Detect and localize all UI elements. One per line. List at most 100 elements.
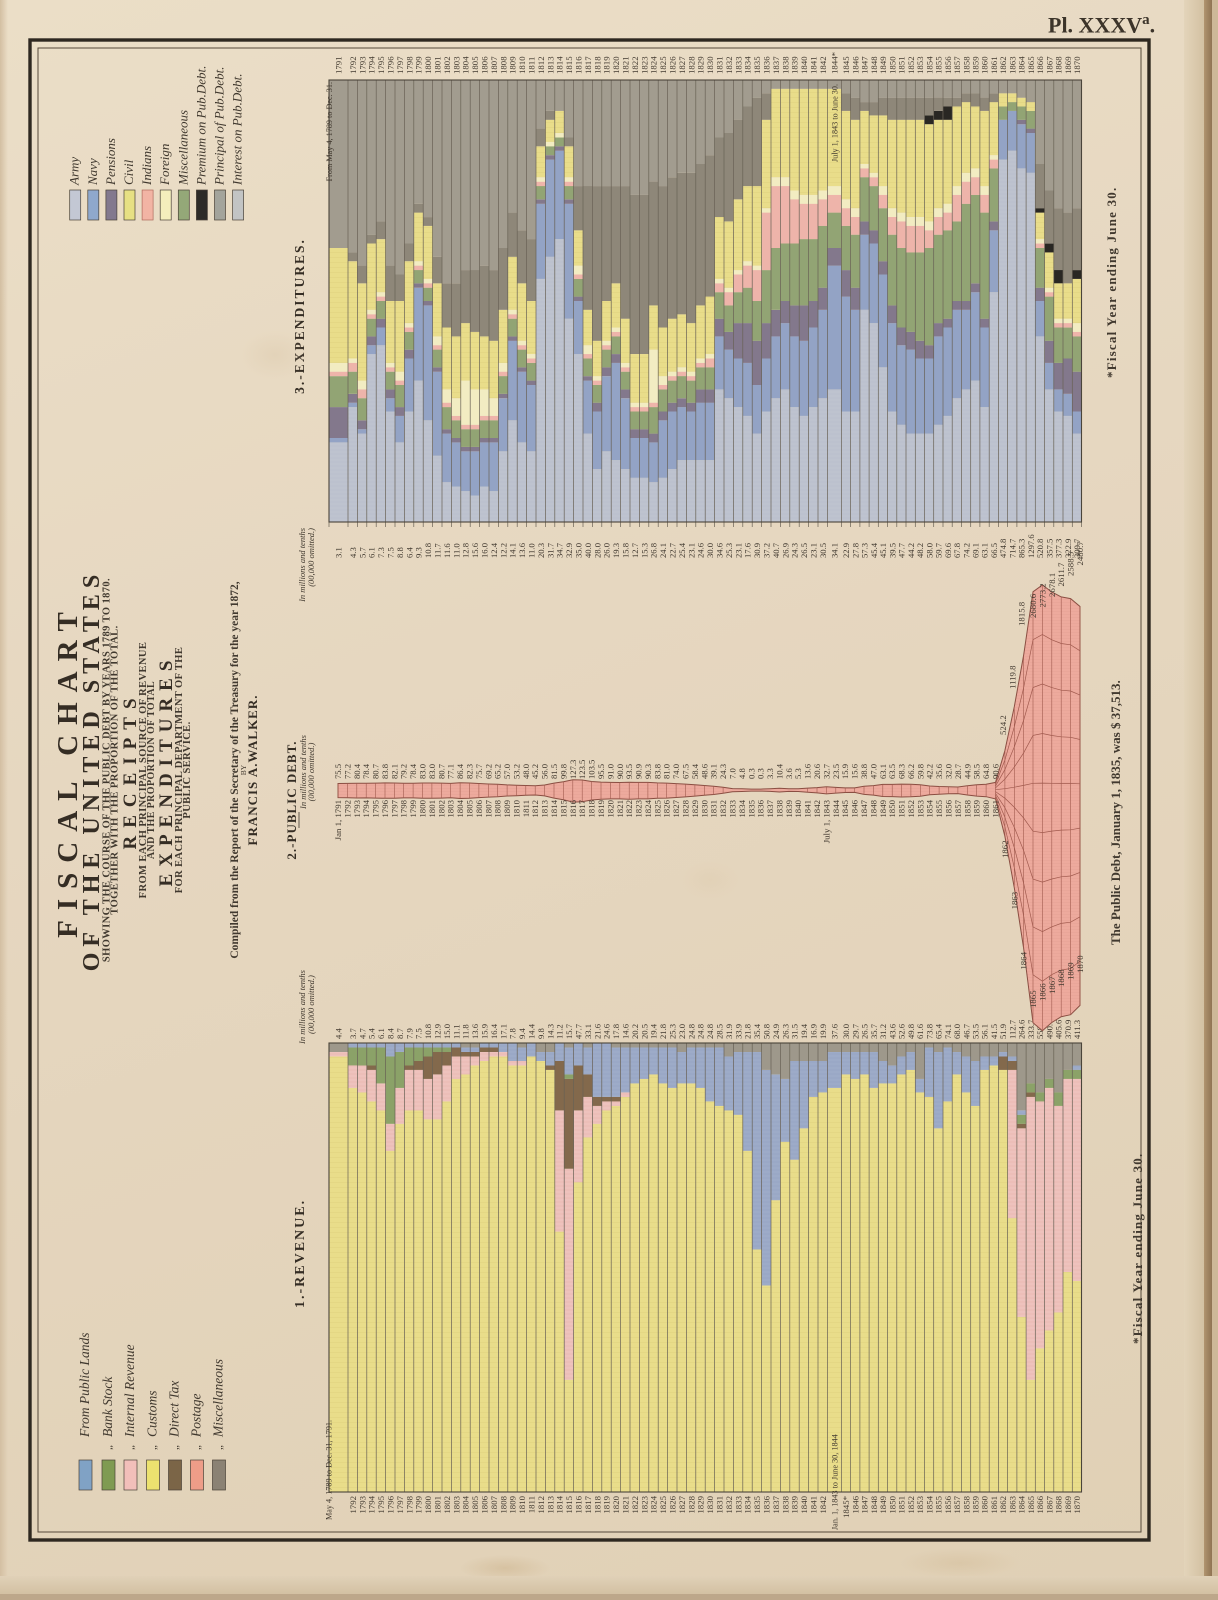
svg-text:1815: 1815 [564,56,574,74]
svg-text:1860: 1860 [981,799,991,817]
svg-text:65.2: 65.2 [493,764,503,779]
svg-text:1851: 1851 [897,56,907,74]
svg-text:1806: 1806 [474,799,484,817]
svg-text:1817: 1817 [583,1495,593,1513]
svg-text:21.6: 21.6 [592,1023,602,1039]
svg-text:1849: 1849 [878,1495,888,1513]
svg-text:1819: 1819 [602,56,612,74]
svg-text:83.0: 83.0 [427,764,437,779]
svg-text:1818: 1818 [592,56,602,74]
svg-text:1863: 1863 [1007,1495,1017,1513]
svg-text:1861: 1861 [991,800,1001,818]
svg-text:Compiled from the Report of th: Compiled from the Report of the Secretar… [229,581,241,958]
svg-text:1819: 1819 [596,799,606,817]
svg-text:1834: 1834 [737,799,747,817]
svg-text:63.1: 63.1 [980,543,990,558]
svg-text:48.0: 48.0 [521,764,531,779]
svg-text:1865: 1865 [1028,990,1038,1008]
svg-text:714.7: 714.7 [1007,538,1017,558]
svg-text:74.0: 74.0 [671,764,681,779]
svg-text:1841: 1841 [809,56,819,74]
svg-text:1822: 1822 [630,1496,640,1514]
svg-text:17.1: 17.1 [498,1024,508,1039]
svg-text:57.3: 57.3 [860,543,870,558]
svg-text:23.0: 23.0 [677,1024,687,1039]
svg-text:19.4: 19.4 [649,1023,659,1039]
svg-text:1826: 1826 [668,1495,678,1513]
svg-text:2680.6: 2680.6 [1028,593,1038,618]
svg-text:14.1: 14.1 [508,543,518,558]
svg-text:1854: 1854 [925,799,935,817]
svg-text:7.3: 7.3 [376,547,386,558]
svg-text:1830: 1830 [705,56,715,74]
svg-text:20.2: 20.2 [630,1024,640,1039]
svg-text:1867: 1867 [1044,1495,1054,1513]
svg-text:„: „ [191,1445,203,1450]
svg-text:17.6: 17.6 [743,542,753,558]
svg-text:1858: 1858 [961,1495,971,1513]
svg-text:1867: 1867 [1044,56,1054,74]
svg-text:1798: 1798 [399,799,409,817]
svg-text:1849: 1849 [878,799,888,817]
svg-text:1820: 1820 [611,56,621,74]
svg-text:1850: 1850 [887,1495,897,1513]
svg-text:Miscellaneous: Miscellaneous [211,1359,226,1438]
svg-text:PUBLIC SERVICE.: PUBLIC SERVICE. [182,721,193,818]
svg-text:127.3: 127.3 [568,760,578,779]
svg-text:24.9: 24.9 [771,1024,781,1039]
svg-text:1865: 1865 [1026,1495,1036,1513]
svg-text:309.7: 309.7 [1072,538,1082,558]
svg-text:1810: 1810 [512,799,522,817]
svg-text:1814: 1814 [555,1495,565,1513]
svg-text:BY: BY [239,764,248,775]
svg-text:1839: 1839 [790,1495,800,1513]
svg-text:1859: 1859 [971,56,981,74]
svg-text:52.6: 52.6 [897,1023,907,1039]
svg-text:370.9: 370.9 [1063,1020,1073,1039]
svg-text:1870: 1870 [1075,955,1085,973]
svg-text:FOR EACH PRINCIPAL DEPARTMENT: FOR EACH PRINCIPAL DEPARTMENT OF THE [174,647,185,894]
svg-text:24.1: 24.1 [658,543,668,558]
svg-text:1858: 1858 [962,799,972,817]
svg-text:1809: 1809 [508,1495,518,1513]
svg-text:2773.2: 2773.2 [1037,583,1047,607]
svg-text:1848: 1848 [869,1495,879,1513]
svg-text:1804: 1804 [461,56,471,74]
svg-text:1868: 1868 [1054,1495,1064,1513]
svg-text:1839: 1839 [790,56,800,74]
svg-text:Premium on Pub.Debt.: Premium on Pub.Debt. [193,66,208,186]
svg-text:1828: 1828 [681,799,691,817]
svg-text:1802: 1802 [436,800,446,818]
svg-text:1827: 1827 [677,1495,687,1513]
svg-text:27.8: 27.8 [851,543,861,558]
svg-text:75.5: 75.5 [333,764,343,779]
svg-text:1861: 1861 [989,56,999,74]
svg-text:1845: 1845 [840,799,850,817]
svg-text:1851: 1851 [897,800,907,818]
svg-text:37.2: 37.2 [762,543,772,558]
svg-text:SHOWING THE COURSE OF THE PUBL: SHOWING THE COURSE OF THE PUBLIC DEBT BY… [102,578,113,962]
svg-text:1855: 1855 [934,799,944,817]
svg-text:23.5: 23.5 [831,764,841,779]
svg-text:377.3: 377.3 [1054,539,1064,558]
svg-text:26.3: 26.3 [780,1024,790,1039]
svg-text:1855: 1855 [934,1495,944,1513]
svg-text:4.8: 4.8 [737,768,747,779]
svg-text:865.3: 865.3 [1017,539,1027,558]
svg-text:3.1: 3.1 [334,547,344,558]
svg-text:0.3: 0.3 [746,768,756,779]
svg-text:1860: 1860 [980,56,990,74]
svg-text:7.8: 7.8 [508,1028,518,1039]
svg-text:1794: 1794 [367,56,377,74]
svg-text:Postage: Postage [189,1393,204,1438]
svg-text:From Public Lands: From Public Lands [77,1333,92,1439]
svg-text:Jan 1, 1791: Jan 1, 1791 [333,800,343,840]
svg-text:16.4: 16.4 [489,1023,499,1039]
svg-text:123.5: 123.5 [577,760,587,779]
svg-text:15.7: 15.7 [564,1023,574,1039]
svg-text:1831: 1831 [715,56,725,74]
svg-text:69.6: 69.6 [943,542,953,558]
svg-text:1797: 1797 [389,799,399,817]
svg-text:1856: 1856 [943,1495,953,1513]
svg-text:3.7: 3.7 [348,1028,358,1039]
